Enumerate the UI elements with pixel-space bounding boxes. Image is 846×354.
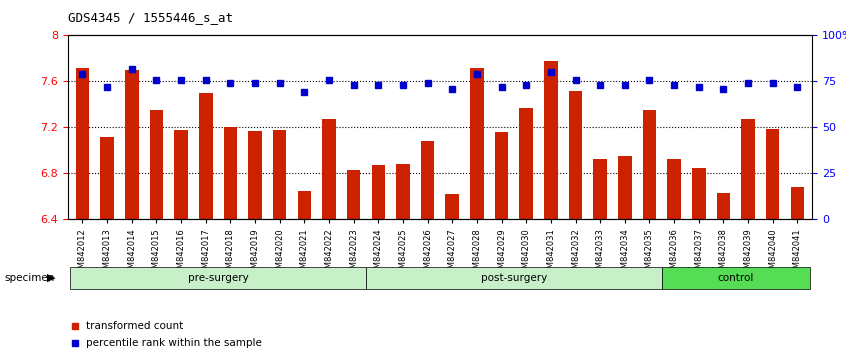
Bar xyxy=(791,187,805,354)
FancyBboxPatch shape xyxy=(366,267,662,289)
Bar xyxy=(174,130,188,354)
Text: specimen: specimen xyxy=(4,273,55,283)
Bar xyxy=(420,141,434,354)
Text: ▶: ▶ xyxy=(47,273,55,283)
Bar xyxy=(717,193,730,354)
Bar xyxy=(347,170,360,354)
Bar xyxy=(446,194,459,354)
Bar xyxy=(273,130,287,354)
Bar xyxy=(125,70,139,354)
Bar xyxy=(544,61,558,354)
Bar xyxy=(396,164,409,354)
Bar xyxy=(223,127,237,354)
Bar xyxy=(741,119,755,354)
Bar xyxy=(199,93,212,354)
Bar xyxy=(766,129,779,354)
Text: pre-surgery: pre-surgery xyxy=(188,273,249,283)
Bar xyxy=(692,168,706,354)
Bar xyxy=(618,156,632,354)
Bar xyxy=(593,159,607,354)
Bar xyxy=(150,110,163,354)
Text: percentile rank within the sample: percentile rank within the sample xyxy=(86,338,262,348)
Bar xyxy=(75,68,89,354)
Bar xyxy=(298,191,311,354)
Bar xyxy=(248,131,261,354)
Bar xyxy=(643,110,656,354)
Text: control: control xyxy=(717,273,754,283)
Bar xyxy=(371,165,385,354)
FancyBboxPatch shape xyxy=(662,267,810,289)
Text: GDS4345 / 1555446_s_at: GDS4345 / 1555446_s_at xyxy=(68,11,233,24)
Text: transformed count: transformed count xyxy=(86,321,184,331)
Bar xyxy=(667,159,681,354)
Bar xyxy=(470,68,484,354)
Text: post-surgery: post-surgery xyxy=(481,273,547,283)
FancyBboxPatch shape xyxy=(70,267,366,289)
Bar xyxy=(322,119,336,354)
Bar xyxy=(101,137,114,354)
Bar xyxy=(569,91,582,354)
Bar xyxy=(495,132,508,354)
Bar xyxy=(519,108,533,354)
